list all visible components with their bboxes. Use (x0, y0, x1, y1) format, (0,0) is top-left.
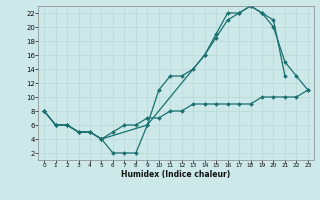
X-axis label: Humidex (Indice chaleur): Humidex (Indice chaleur) (121, 170, 231, 179)
